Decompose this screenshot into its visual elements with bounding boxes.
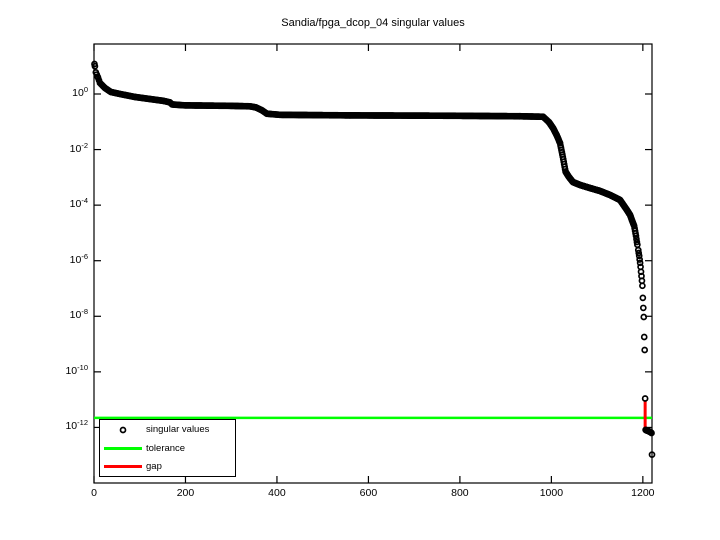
gap-line-icon: [100, 465, 146, 468]
y-tick-label-1e-12: 10-12: [65, 418, 88, 433]
singular-value-marker: [648, 429, 655, 437]
singular-value-marker: [641, 346, 649, 354]
y-tick-label-1e-8: 10-8: [69, 307, 88, 322]
y-tick-label-1e-10: 10-10: [65, 362, 88, 377]
tolerance-line-icon: [100, 446, 146, 450]
legend-item-singular-values: singular values: [100, 421, 235, 439]
singular-value-marker: [648, 451, 656, 458]
legend-swatch-tolerance: [104, 446, 142, 450]
legend-item-gap: gap: [100, 458, 235, 476]
singular-value-marker: [640, 333, 648, 341]
y-tick-label-1e-2: 10-2: [69, 140, 88, 155]
singular-value-marker: [632, 232, 640, 240]
singular-value-marker: [636, 256, 644, 263]
singular-value-marker: [636, 259, 644, 267]
chart-title: Sandia/fpga_dcop_04 singular values: [281, 17, 465, 29]
x-tick-label-200: 200: [176, 487, 195, 499]
legend-item-tolerance: tolerance: [100, 439, 235, 457]
singular-value-marker: [639, 304, 647, 312]
x-tick-label-1200: 1200: [631, 487, 655, 499]
singular-value-marker: [639, 282, 646, 290]
x-tick-label-600: 600: [359, 487, 378, 499]
legend-label-tolerance: tolerance: [146, 442, 186, 454]
x-tick-label-0: 0: [91, 487, 97, 499]
y-tick-label-1e0: 100: [72, 84, 88, 99]
axes-box: [93, 43, 653, 484]
singular-value-marker: [633, 238, 641, 246]
legend: singular values tolerance gap: [99, 419, 236, 477]
circle-marker-icon: [100, 424, 146, 436]
x-tick-label-1000: 1000: [539, 487, 564, 499]
legend-label-gap: gap: [146, 461, 162, 472]
singular-value-marker: [633, 235, 640, 243]
x-tick-label-400: 400: [268, 487, 286, 499]
y-tick-label-1e-6: 10-6: [69, 251, 88, 266]
legend-label-singular-values: singular values: [146, 424, 210, 435]
singular-value-marker: [640, 313, 648, 321]
y-tick-label-1e-4: 10-4: [69, 196, 88, 211]
legend-swatch-gap: [104, 465, 142, 468]
singular-value-marker: [641, 395, 649, 402]
singular-value-marker: [635, 252, 643, 260]
singular-value-marker: [635, 249, 643, 257]
legend-circle: [119, 426, 127, 433]
singular-value-marker: [91, 62, 99, 70]
singular-value-marker: [639, 294, 647, 302]
x-tick-label-800: 800: [451, 487, 469, 499]
